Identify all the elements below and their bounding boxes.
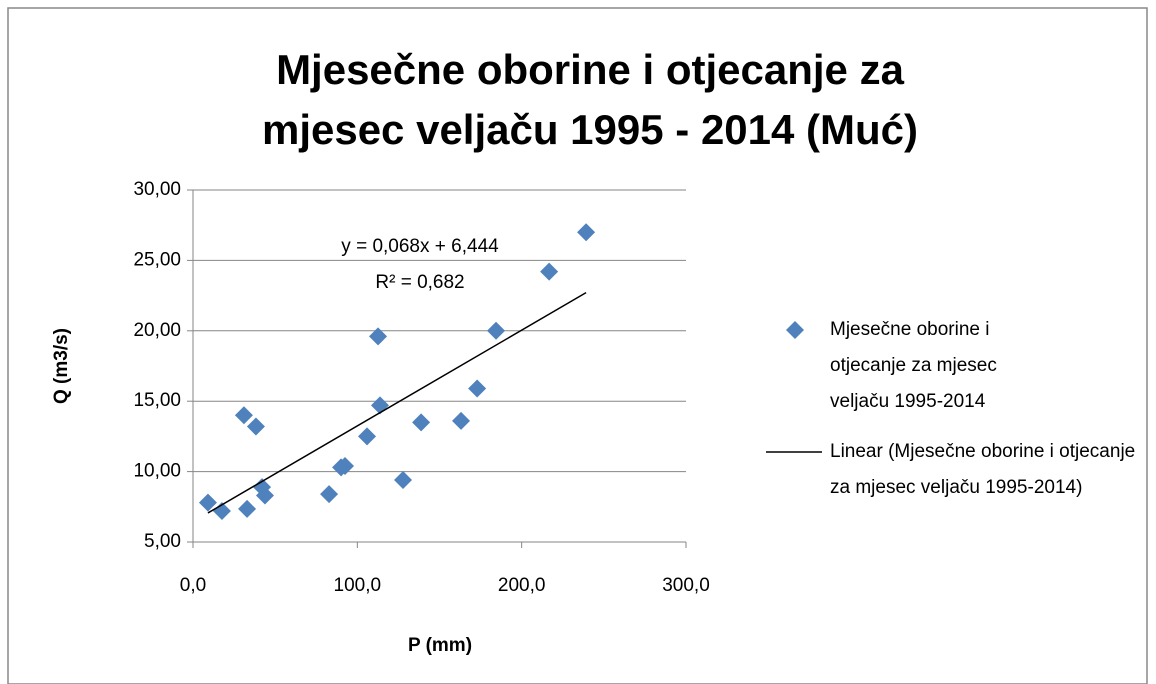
point xyxy=(320,485,339,504)
point xyxy=(487,321,506,340)
x-axis-label: P (mm) xyxy=(408,635,472,656)
y-tick-label: 10,00 xyxy=(133,461,181,482)
x-tick-label: 200,0 xyxy=(498,575,546,596)
trendline xyxy=(207,292,587,514)
point xyxy=(452,411,471,430)
point xyxy=(238,499,257,518)
x-tick-label: 0,0 xyxy=(180,575,206,596)
point xyxy=(234,406,253,425)
point xyxy=(394,471,413,490)
point xyxy=(412,413,431,432)
point xyxy=(255,486,274,505)
trendline-equation: y = 0,068x + 6,444 xyxy=(341,236,499,257)
point xyxy=(212,502,231,521)
title-box: Mjesečne oborine i otjecanje za mjesec v… xyxy=(261,46,919,153)
chart-title: Mjesečne oborine i otjecanje za mjesec v… xyxy=(261,46,919,153)
point xyxy=(577,223,596,242)
y-axis-label: Q (m3/s) xyxy=(51,328,72,404)
point xyxy=(540,262,559,281)
point xyxy=(468,379,487,398)
point xyxy=(369,327,388,346)
legend-marker xyxy=(786,321,804,339)
x-tick-label: 100,0 xyxy=(334,575,382,596)
point xyxy=(198,493,217,512)
legend-label: Linear (Mjesečne oborine i otjecanje za … xyxy=(830,441,1136,498)
y-tick-label: 20,00 xyxy=(133,320,181,341)
point xyxy=(336,456,355,475)
chart-frame xyxy=(7,7,1148,684)
x-tick-label: 300,0 xyxy=(662,575,710,596)
legend-label: Mjesečne oborine i otjecanje za mjesec v… xyxy=(830,319,997,412)
y-tick-label: 30,00 xyxy=(133,179,181,200)
y-tick-label: 15,00 xyxy=(133,390,181,411)
y-tick-label: 5,00 xyxy=(144,531,181,552)
y-tick-label: 25,00 xyxy=(133,249,181,270)
trendline-r2: R² = 0,682 xyxy=(375,272,464,293)
point xyxy=(246,417,265,436)
point xyxy=(358,427,377,446)
